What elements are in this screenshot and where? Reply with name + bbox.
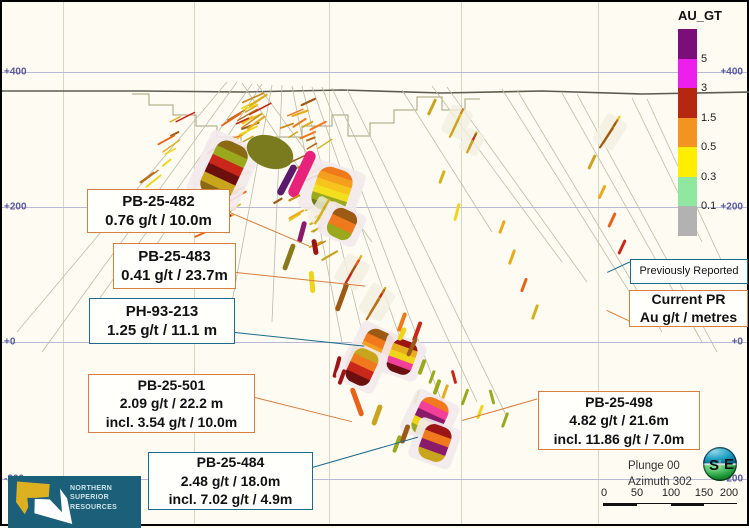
- svg-text:S: S: [709, 457, 719, 474]
- svg-text:E: E: [724, 456, 734, 473]
